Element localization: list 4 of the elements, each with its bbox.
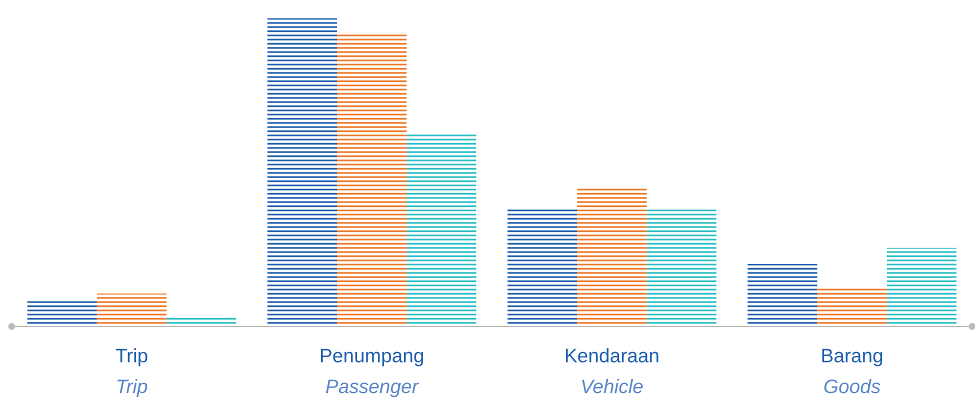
x-tick-label: Trip Trip [116,348,148,398]
x-tick-label: Penumpang Passenger [321,348,424,398]
x-tick-label: Barang Goods [822,348,882,394]
x-tick-label: Kendaraan Vehicle [566,348,658,394]
